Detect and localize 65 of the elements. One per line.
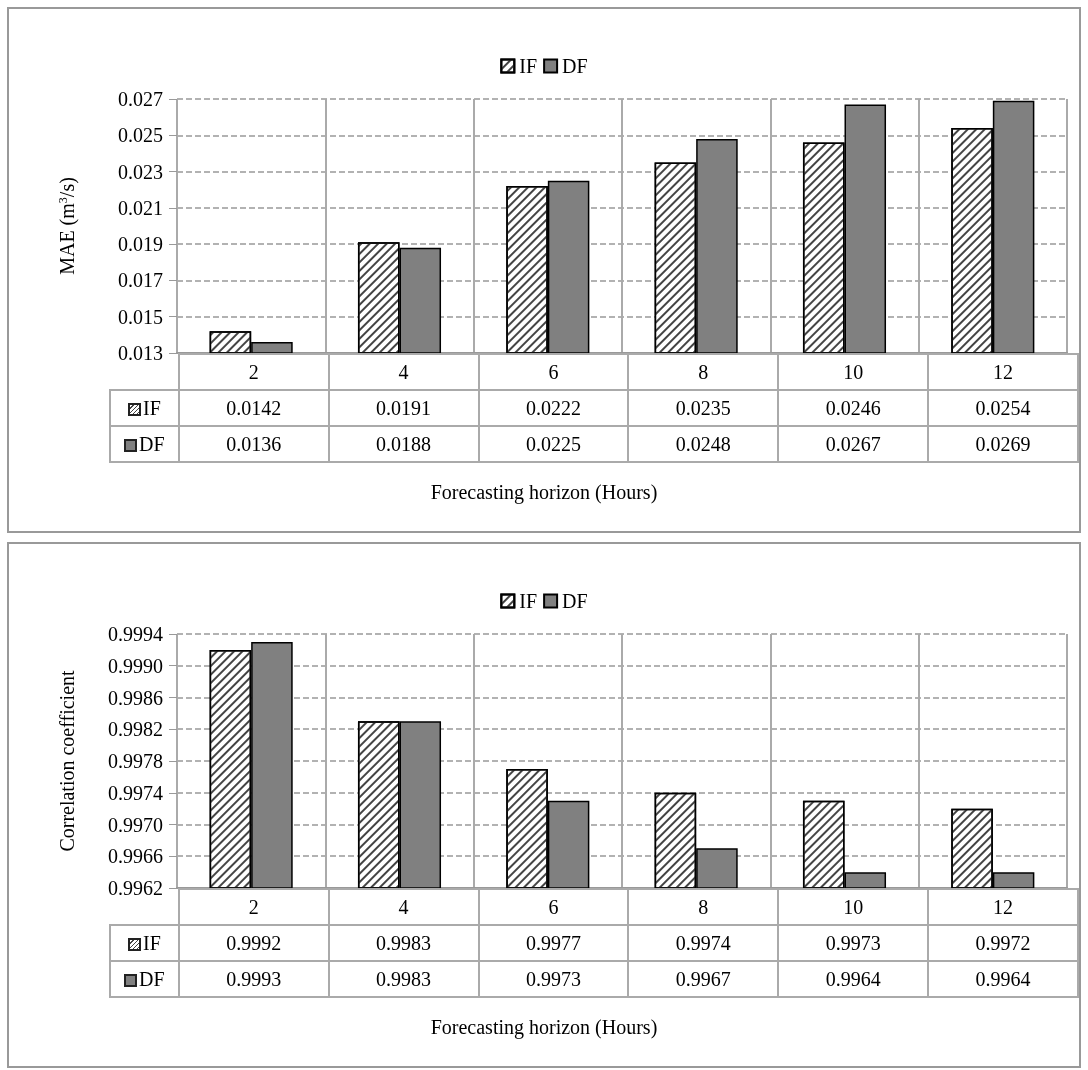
y-tick-label: 0.025 — [118, 124, 163, 147]
y-tick-label: 0.023 — [118, 160, 163, 183]
y-tick-label: 0.9986 — [108, 686, 163, 709]
data-label: 0.9992 — [178, 925, 329, 961]
data-label: 0.0222 — [478, 390, 629, 426]
x-tick-label: 2 — [178, 354, 329, 390]
text: IF — [142, 931, 161, 954]
data-label: 0.9974 — [628, 925, 779, 961]
y-axis-title: Correlation coefficient — [56, 669, 78, 852]
x-axis-title: Forecasting horizon (Hours) — [429, 481, 659, 504]
data-label: 0.9993 — [178, 961, 329, 997]
legend-label: IF — [519, 590, 538, 612]
data-label: 0.0136 — [178, 426, 329, 462]
y-tick-label: 0.019 — [118, 233, 163, 256]
data-label: 0.0246 — [778, 390, 929, 426]
x-tick-label: 2 — [178, 889, 329, 925]
text: DF — [139, 432, 165, 455]
x-tick-label: 8 — [628, 889, 779, 925]
y-tick-label: 0.9962 — [108, 877, 163, 899]
data-label: 0.0267 — [778, 426, 929, 462]
data-label: 0.9983 — [328, 961, 479, 997]
x-tick-label: 4 — [328, 889, 479, 925]
data-label: 0.9983 — [328, 925, 479, 961]
text: IF — [142, 396, 161, 419]
y-tick-label: 0.9994 — [108, 623, 163, 645]
legend-label: IF — [519, 55, 538, 77]
x-tick-label: 12 — [928, 354, 1078, 390]
data-label: 0.0248 — [628, 426, 779, 462]
y-axis-title: MAE (m3/s) — [56, 177, 79, 275]
y-tick-label: 0.027 — [118, 88, 163, 110]
data-label: 0.9973 — [478, 961, 629, 997]
data-label: 0.0225 — [478, 426, 629, 462]
x-tick-label: 6 — [478, 354, 629, 390]
x-tick-label: 10 — [778, 354, 929, 390]
x-tick-label: 12 — [928, 889, 1078, 925]
y-tick-label: 0.9982 — [108, 718, 163, 741]
y-tick-label: 0.9978 — [108, 750, 163, 772]
x-tick-label: 10 — [778, 889, 929, 925]
data-label: 0.0235 — [628, 390, 779, 426]
data-label: 0.9973 — [778, 925, 929, 961]
y-tick-label: 0.017 — [118, 269, 163, 292]
y-tick-label: 0.9974 — [108, 781, 163, 804]
data-label: 0.9977 — [478, 925, 629, 961]
y-tick-label: 0.9990 — [108, 654, 163, 677]
x-tick-label: 4 — [328, 354, 479, 390]
y-tick-label: 0.013 — [118, 342, 163, 364]
y-tick-label: 0.021 — [118, 196, 163, 219]
y-tick-label: 0.9970 — [108, 813, 163, 836]
x-tick-label: 6 — [478, 889, 629, 925]
data-label: 0.0269 — [928, 426, 1078, 462]
data-label: 0.9964 — [778, 961, 929, 997]
data-label: 0.0142 — [178, 390, 329, 426]
y-tick-label: 0.9966 — [108, 845, 163, 868]
x-axis-title: Forecasting horizon (Hours) — [429, 1016, 659, 1039]
data-label: 0.9964 — [928, 961, 1078, 997]
data-label: 0.9972 — [928, 925, 1078, 961]
x-tick-label: 8 — [628, 354, 779, 390]
data-label: 0.0188 — [328, 426, 479, 462]
data-label: 0.0191 — [328, 390, 479, 426]
y-tick-label: 0.015 — [118, 305, 163, 328]
data-label: 0.9967 — [628, 961, 779, 997]
text: DF — [139, 967, 165, 990]
data-label: 0.0254 — [928, 390, 1078, 426]
legend-label: DF — [562, 55, 588, 77]
legend-label: DF — [562, 590, 588, 612]
